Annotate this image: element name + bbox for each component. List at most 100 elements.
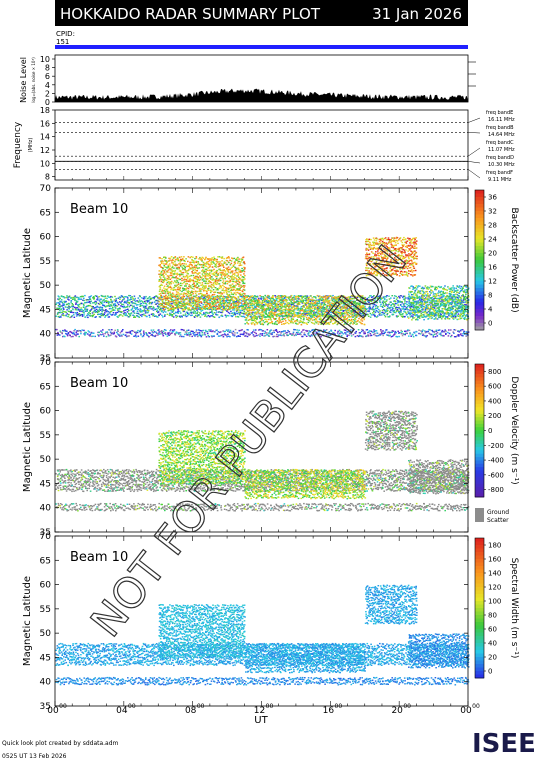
- frequency-band-leader: [467, 161, 481, 164]
- scatter-cell: [274, 308, 276, 311]
- scatter-cell: [208, 259, 211, 262]
- scatter-cell: [404, 311, 407, 313]
- scatter-cell: [210, 315, 212, 317]
- scatter-cell: [386, 307, 389, 310]
- scatter-cell: [211, 276, 213, 278]
- scatter-cell: [264, 335, 266, 337]
- scatter-cell: [166, 299, 168, 301]
- scatter-cell: [409, 306, 411, 308]
- scatter-cell: [165, 263, 168, 265]
- scatter-cell: [235, 278, 238, 280]
- scatter-cell: [139, 308, 142, 310]
- scatter-cell: [303, 306, 305, 308]
- scatter-cell: [402, 306, 405, 308]
- scatter-cell: [110, 295, 112, 298]
- scatter-cell: [237, 301, 239, 304]
- scatter-cell: [228, 307, 230, 309]
- scatter-cell: [221, 314, 223, 316]
- scatter-cell: [203, 270, 206, 272]
- scatter-cell: [165, 333, 167, 336]
- scatter-cell: [186, 298, 189, 300]
- scatter-cell: [265, 319, 268, 321]
- scatter-cell: [222, 278, 224, 280]
- scatter-cell: [407, 296, 409, 299]
- scatter-cell: [262, 320, 265, 322]
- scatter-cell: [181, 304, 184, 306]
- scatter-cell: [177, 297, 180, 299]
- scatter-cell: [57, 298, 59, 300]
- scatter-cell: [230, 310, 232, 313]
- scatter-cell: [434, 336, 437, 338]
- scatter-cell: [174, 271, 176, 273]
- scatter-cell: [187, 334, 189, 336]
- scatter-cell: [140, 300, 143, 302]
- scatter-cell: [199, 316, 202, 318]
- scatter-cell: [282, 309, 285, 311]
- scatter-cell: [237, 267, 240, 269]
- scatter-cell: [245, 317, 248, 319]
- scatter-cell: [248, 300, 251, 302]
- scatter-cell: [190, 274, 193, 277]
- scatter-cell: [217, 256, 219, 258]
- scatter-cell: [233, 299, 235, 302]
- scatter-cell: [199, 278, 201, 281]
- scatter-cell: [381, 331, 383, 333]
- scatter-cell: [224, 282, 227, 284]
- scatter-cell: [288, 320, 291, 322]
- scatter-cell: [453, 332, 455, 334]
- scatter-cell: [184, 314, 186, 317]
- scatter-cell: [142, 302, 145, 304]
- scatter-cell: [145, 311, 147, 313]
- scatter-cell: [240, 300, 243, 302]
- scatter-cell: [58, 305, 60, 308]
- scatter-cell: [185, 311, 188, 313]
- scatter-cell: [209, 274, 211, 277]
- scatter-cell: [176, 264, 179, 266]
- scatter-cell: [247, 329, 249, 331]
- scatter-cell: [186, 283, 188, 285]
- scatter-cell: [278, 309, 280, 311]
- scatter-cell: [175, 281, 178, 284]
- scatter-cell: [137, 301, 140, 303]
- scatter-cell: [221, 303, 223, 305]
- scatter-cell: [266, 323, 269, 326]
- scatter-cell: [195, 261, 198, 263]
- scatter-cell: [287, 311, 289, 313]
- scatter-cell: [225, 292, 228, 294]
- scatter-cell: [203, 312, 205, 314]
- scatter-cell: [152, 334, 154, 337]
- scatter-cell: [222, 334, 224, 336]
- scatter-cell: [137, 335, 140, 337]
- scatter-cell: [190, 297, 192, 299]
- scatter-cell: [208, 336, 210, 338]
- scatter-cell: [194, 311, 197, 313]
- scatter-cell: [145, 299, 148, 302]
- scatter-cell: [188, 265, 190, 267]
- scatter-cell: [399, 297, 401, 299]
- scatter-cell: [203, 307, 205, 310]
- scatter-cell: [129, 295, 132, 297]
- scatter-cell: [255, 301, 258, 304]
- scatter-cell: [198, 301, 201, 304]
- scatter-cell: [412, 334, 414, 336]
- scatter-cell: [124, 314, 126, 317]
- scatter-cell: [287, 318, 290, 320]
- scatter-cell: [136, 310, 139, 312]
- scatter-cell: [154, 308, 157, 311]
- scatter-cell: [275, 296, 277, 298]
- scatter-cell: [172, 316, 175, 318]
- scatter-cell: [261, 303, 263, 305]
- scatter-cell: [162, 333, 164, 335]
- scatter-cell: [209, 315, 211, 318]
- scatter-cell: [176, 293, 179, 295]
- scatter-cell: [61, 301, 64, 303]
- scatter-cell: [205, 330, 207, 333]
- scatter-cell: [114, 295, 116, 298]
- scatter-cell: [255, 302, 257, 304]
- scatter-cell: [375, 330, 378, 332]
- scatter-cell: [58, 307, 61, 310]
- scatter-cell: [115, 304, 117, 307]
- cpid-value: 151: [56, 38, 69, 46]
- scatter-cell: [183, 263, 186, 265]
